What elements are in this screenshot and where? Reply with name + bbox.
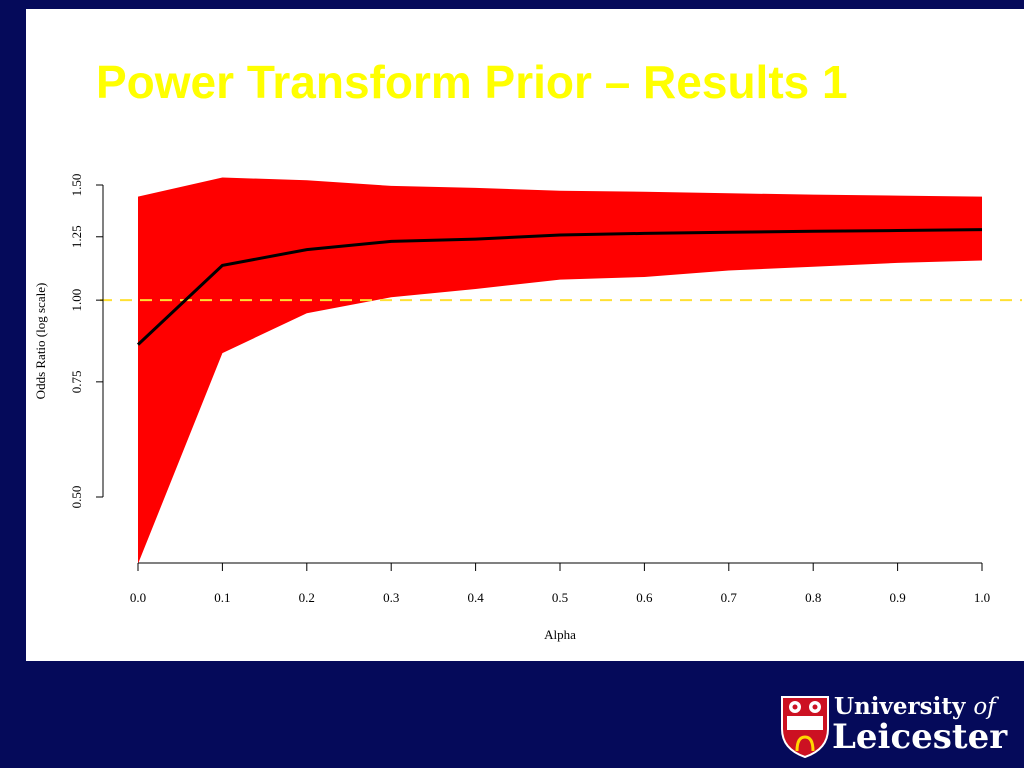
logo-line-2: Leicester: [832, 717, 1008, 757]
logo-of-text: of: [973, 694, 996, 720]
y-axis: 0.50 0.75 1.00 1.25 1.50: [69, 174, 104, 509]
y-tick-label: 0.50: [69, 486, 84, 509]
y-tick-label: 1.50: [69, 174, 84, 197]
logo-line-1: University of: [834, 693, 996, 720]
plot-area: [100, 177, 1022, 564]
university-logo: University of Leicester: [780, 693, 1020, 759]
y-tick-label: 1.00: [69, 289, 84, 312]
x-tick-label: 0.7: [721, 590, 738, 605]
x-tick-label: 0.2: [299, 590, 315, 605]
x-tick-label: 0.8: [805, 590, 821, 605]
confidence-band: [138, 177, 982, 564]
x-tick-label: 0.5: [552, 590, 568, 605]
x-tick-label: 0.9: [889, 590, 905, 605]
y-axis-label: Odds Ratio (log scale): [33, 283, 48, 400]
university-shield-icon: [781, 696, 829, 759]
x-tick-label: 0.0: [130, 590, 146, 605]
estimate-line: [136, 228, 983, 346]
logo-university-text: University: [834, 693, 966, 720]
x-axis-label: Alpha: [544, 627, 576, 642]
x-tick-label: 0.1: [214, 590, 230, 605]
y-tick-label: 1.25: [69, 225, 84, 248]
x-tick-label: 0.6: [636, 590, 653, 605]
slide-title: Power Transform Prior – Results 1: [96, 56, 848, 108]
x-axis: 0.0 0.1 0.2 0.3 0.4 0.5 0.6 0.7 0.8 0.9 1.0: [130, 562, 990, 605]
x-tick-label: 0.4: [467, 590, 484, 605]
x-tick-label: 1.0: [974, 590, 990, 605]
x-tick-label: 0.3: [383, 590, 399, 605]
y-tick-label: 0.75: [69, 370, 84, 393]
